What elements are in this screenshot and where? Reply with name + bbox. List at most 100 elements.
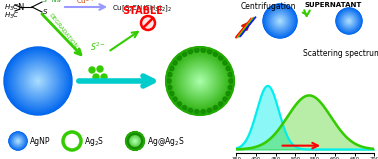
Circle shape [8, 50, 68, 112]
Circle shape [177, 102, 181, 106]
Circle shape [132, 138, 138, 144]
Circle shape [10, 133, 26, 149]
Circle shape [15, 139, 20, 143]
Text: AgNP: AgNP [30, 136, 51, 145]
Circle shape [12, 135, 24, 147]
Circle shape [131, 137, 139, 145]
Circle shape [14, 137, 22, 145]
Circle shape [17, 140, 19, 142]
Circle shape [25, 67, 52, 95]
Circle shape [275, 16, 285, 26]
Circle shape [338, 10, 360, 32]
Text: SUPERNATANT: SUPERNATANT [304, 2, 362, 8]
Circle shape [265, 6, 295, 36]
Circle shape [278, 19, 282, 23]
Circle shape [20, 63, 56, 99]
Text: Ag$_2$S: Ag$_2$S [84, 135, 104, 148]
Circle shape [268, 9, 292, 33]
Circle shape [11, 134, 25, 148]
Circle shape [277, 18, 283, 24]
Circle shape [279, 20, 281, 22]
Circle shape [199, 80, 201, 82]
Circle shape [10, 133, 26, 149]
Circle shape [15, 138, 21, 144]
Circle shape [5, 48, 71, 114]
Circle shape [223, 97, 227, 101]
Circle shape [276, 17, 284, 25]
Circle shape [128, 134, 142, 148]
Circle shape [272, 13, 288, 29]
Circle shape [271, 11, 290, 31]
Circle shape [343, 15, 355, 27]
Circle shape [134, 140, 136, 142]
Circle shape [345, 17, 353, 25]
Circle shape [16, 139, 20, 143]
Circle shape [127, 133, 143, 149]
Circle shape [336, 8, 362, 34]
Circle shape [169, 50, 231, 112]
Text: N: N [17, 3, 23, 13]
Circle shape [132, 138, 138, 144]
Circle shape [16, 59, 60, 103]
Circle shape [24, 67, 52, 95]
Circle shape [169, 66, 174, 71]
Circle shape [341, 13, 357, 29]
Circle shape [279, 20, 281, 22]
Circle shape [344, 16, 354, 26]
Circle shape [141, 142, 144, 145]
Circle shape [23, 66, 53, 96]
Circle shape [16, 139, 20, 143]
Circle shape [265, 6, 295, 36]
Circle shape [226, 91, 231, 96]
Circle shape [9, 52, 67, 110]
Circle shape [346, 18, 352, 24]
Circle shape [18, 61, 58, 101]
Circle shape [5, 48, 71, 114]
Circle shape [264, 5, 296, 37]
Circle shape [182, 106, 187, 110]
Circle shape [129, 135, 141, 147]
Circle shape [128, 134, 142, 148]
Circle shape [196, 77, 204, 85]
Circle shape [338, 10, 361, 32]
Circle shape [10, 133, 26, 149]
Circle shape [186, 67, 214, 95]
Circle shape [347, 19, 351, 23]
Circle shape [346, 18, 352, 24]
Circle shape [348, 20, 350, 22]
Circle shape [12, 135, 23, 147]
Circle shape [32, 75, 44, 87]
Circle shape [130, 136, 140, 146]
Circle shape [174, 55, 226, 107]
Circle shape [228, 72, 232, 77]
Circle shape [273, 14, 287, 28]
Circle shape [17, 140, 19, 142]
Circle shape [343, 15, 355, 27]
Circle shape [10, 53, 66, 109]
Circle shape [133, 139, 137, 143]
Circle shape [337, 9, 361, 33]
Circle shape [345, 18, 352, 24]
Circle shape [191, 72, 209, 90]
Circle shape [130, 136, 140, 146]
Circle shape [141, 16, 155, 30]
Circle shape [223, 61, 227, 65]
Circle shape [17, 140, 19, 142]
Circle shape [13, 136, 23, 146]
Circle shape [17, 60, 59, 102]
Circle shape [273, 14, 287, 28]
Circle shape [279, 20, 281, 22]
Circle shape [341, 13, 357, 29]
Circle shape [174, 55, 226, 107]
Circle shape [11, 134, 25, 148]
Circle shape [167, 48, 232, 114]
Circle shape [267, 8, 293, 34]
Circle shape [175, 56, 225, 106]
Circle shape [27, 70, 49, 92]
Circle shape [213, 106, 218, 110]
Circle shape [130, 136, 140, 146]
Circle shape [9, 132, 27, 150]
Circle shape [345, 17, 353, 25]
Circle shape [192, 73, 208, 89]
Text: STABLE: STABLE [122, 6, 163, 16]
